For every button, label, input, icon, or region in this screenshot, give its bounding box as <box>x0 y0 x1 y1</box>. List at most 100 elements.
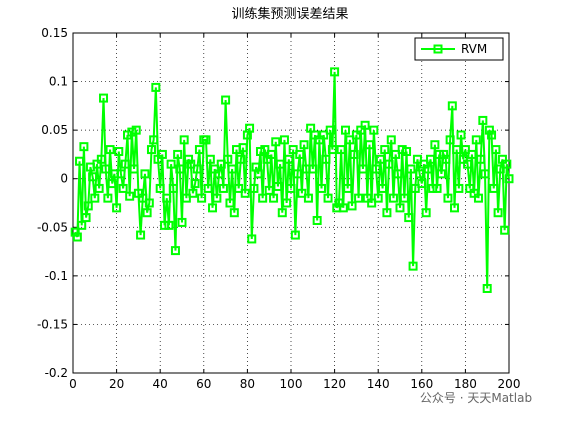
x-tick-label: 80 <box>240 377 255 391</box>
marker <box>258 193 268 203</box>
marker <box>205 154 215 164</box>
marker <box>297 188 307 198</box>
marker <box>364 140 374 150</box>
marker <box>70 227 80 237</box>
marker <box>218 183 228 193</box>
marker <box>245 123 255 133</box>
marker <box>107 179 117 189</box>
marker <box>336 145 346 155</box>
x-tick-label: 0 <box>69 377 77 391</box>
marker <box>439 149 449 159</box>
marker <box>312 215 322 225</box>
marker <box>330 67 340 77</box>
marker <box>360 120 370 130</box>
marker <box>487 130 497 140</box>
marker <box>502 159 512 169</box>
marker <box>142 208 152 218</box>
marker <box>116 169 126 179</box>
x-tick-label: 20 <box>109 377 124 391</box>
marker <box>317 183 327 193</box>
marker <box>99 93 109 103</box>
marker <box>229 208 239 218</box>
marker <box>190 179 200 189</box>
marker <box>426 154 436 164</box>
marker <box>129 164 139 174</box>
marker <box>495 164 505 174</box>
marker <box>443 193 453 203</box>
x-tick-label: 40 <box>153 377 168 391</box>
marker <box>94 183 104 193</box>
marker <box>349 149 359 159</box>
marker <box>484 125 494 135</box>
marker <box>75 156 85 166</box>
marker <box>371 164 381 174</box>
watermark: 公众号 · 天天Matlab <box>420 391 532 405</box>
y-tick-label: -0.05 <box>37 220 68 234</box>
marker <box>225 198 235 208</box>
marker <box>388 193 398 203</box>
marker <box>384 159 394 169</box>
marker <box>406 164 416 174</box>
marker <box>489 183 499 193</box>
marker <box>393 169 403 179</box>
marker <box>345 135 355 145</box>
marker <box>290 230 300 240</box>
marker <box>463 159 473 169</box>
marker <box>144 198 154 208</box>
marker <box>151 82 161 92</box>
marker <box>212 193 222 203</box>
marker <box>271 137 281 147</box>
marker <box>341 125 350 135</box>
marker <box>293 169 303 179</box>
marker <box>478 115 488 125</box>
marker <box>186 159 196 169</box>
marker <box>423 164 433 174</box>
marker <box>188 188 198 198</box>
marker <box>445 135 455 145</box>
marker <box>286 183 296 193</box>
marker <box>452 145 462 155</box>
marker <box>395 203 405 213</box>
marker <box>181 193 191 203</box>
marker <box>504 174 514 184</box>
marker <box>378 183 388 193</box>
marker <box>240 188 250 198</box>
marker <box>308 164 318 174</box>
marker <box>410 183 420 193</box>
marker <box>162 193 172 203</box>
marker <box>136 230 146 240</box>
marker <box>456 130 466 140</box>
marker <box>279 135 289 145</box>
marker <box>125 191 135 201</box>
x-tick-label: 100 <box>280 377 303 391</box>
marker <box>83 201 93 211</box>
marker <box>112 203 122 213</box>
marker <box>168 183 178 193</box>
marker <box>491 145 501 155</box>
marker <box>412 154 422 164</box>
marker <box>216 159 226 169</box>
legend-box <box>414 37 504 61</box>
marker <box>380 145 390 155</box>
marker <box>184 154 194 164</box>
marker <box>179 135 189 145</box>
marker <box>493 208 503 218</box>
y-tick-label: -0.2 <box>45 366 68 380</box>
marker <box>253 169 263 179</box>
marker <box>203 183 213 193</box>
x-tick-label: 120 <box>323 377 346 391</box>
marker <box>155 183 165 193</box>
marker <box>295 149 305 159</box>
legend-label: RVM <box>461 42 487 56</box>
marker <box>114 147 124 157</box>
marker <box>382 208 392 218</box>
marker <box>96 154 106 164</box>
marker <box>101 164 111 174</box>
marker <box>473 193 483 203</box>
marker <box>277 208 287 218</box>
marker <box>238 143 248 153</box>
marker <box>177 217 187 227</box>
marker <box>369 125 379 135</box>
marker <box>249 183 259 193</box>
